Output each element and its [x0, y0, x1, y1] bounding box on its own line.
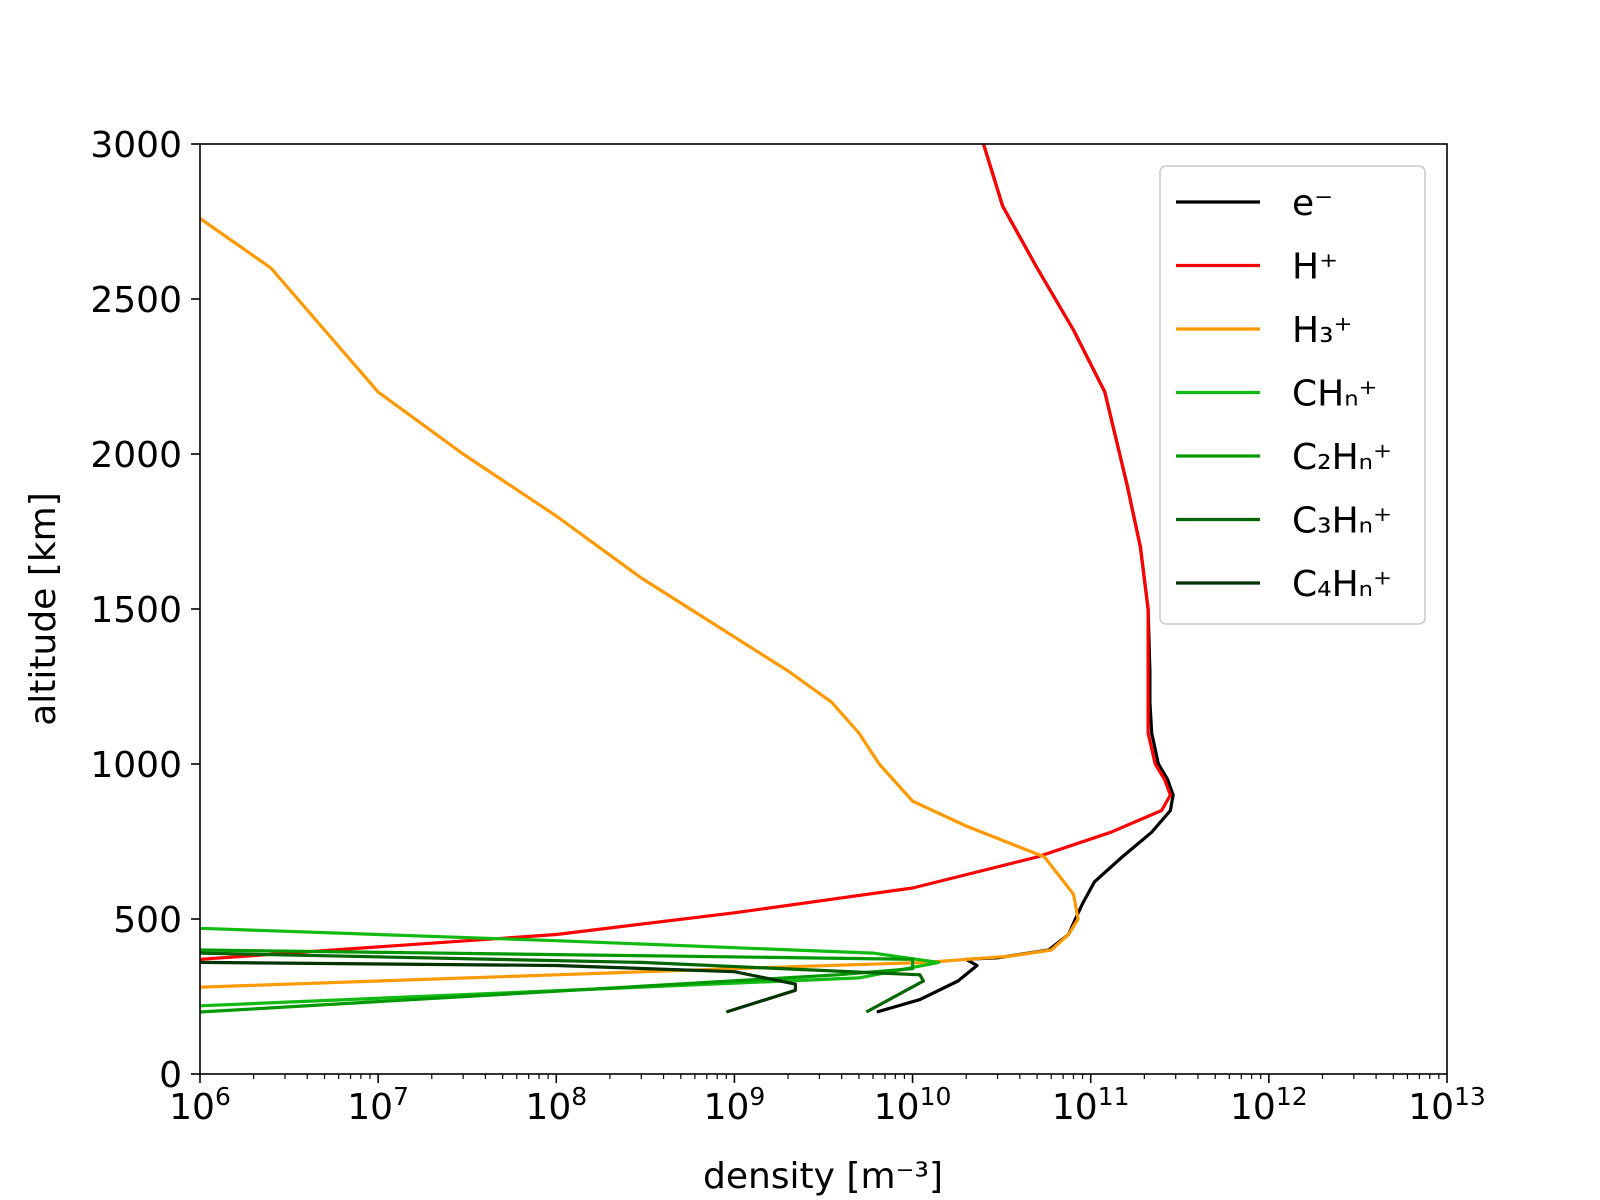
- x-tick-label: 1012: [1230, 1082, 1308, 1128]
- x-tick-label: 1011: [1052, 1082, 1130, 1128]
- legend-label: H⁺: [1292, 247, 1338, 288]
- y-tick-label: 500: [113, 900, 182, 941]
- y-axis: 0 500 1000 1500 2000 2500 3000: [90, 125, 200, 1096]
- legend-frame: [1159, 165, 1426, 625]
- series-line-5: [199, 948, 915, 1014]
- x-axis-title: density [m⁻³]: [703, 1156, 943, 1197]
- series-line-3: [199, 217, 1080, 989]
- legend: e⁻ H⁺ H₃⁺ CHₙ⁺ C₂Hₙ⁺ C₃Hₙ⁺ C₄Hₙ⁺: [1159, 165, 1426, 625]
- series-line-6: [199, 951, 925, 1014]
- legend-label: CHₙ⁺: [1292, 374, 1378, 415]
- y-tick-label: 3000: [90, 125, 182, 166]
- x-tick-label: 107: [347, 1082, 409, 1128]
- x-axis: 106 107 108 109 1010 1011 1012 1013: [169, 1074, 1486, 1128]
- y-tick-label: 2000: [90, 435, 182, 476]
- series-line-2: [199, 143, 1172, 961]
- legend-label: C₄Hₙ⁺: [1292, 564, 1392, 605]
- x-tick-label: 106: [169, 1082, 231, 1128]
- legend-label: C₂Hₙ⁺: [1292, 437, 1392, 478]
- x-tick-label: 1010: [874, 1082, 952, 1128]
- series-line-7: [199, 960, 797, 1014]
- x-tick-label: 108: [525, 1082, 587, 1128]
- series-layer: [199, 143, 1175, 1014]
- y-tick-label: 1000: [90, 745, 182, 786]
- legend-label: C₃Hₙ⁺: [1292, 501, 1392, 542]
- y-axis-title: altitude [km]: [23, 492, 64, 726]
- x-tick-label: 109: [704, 1082, 766, 1128]
- x-tick-label: 1013: [1408, 1082, 1486, 1128]
- legend-label: e⁻: [1292, 183, 1333, 224]
- y-tick-label: 0: [159, 1055, 182, 1096]
- legend-label: H₃⁺: [1292, 310, 1353, 351]
- y-tick-label: 1500: [90, 590, 182, 631]
- y-tick-label: 2500: [90, 280, 182, 321]
